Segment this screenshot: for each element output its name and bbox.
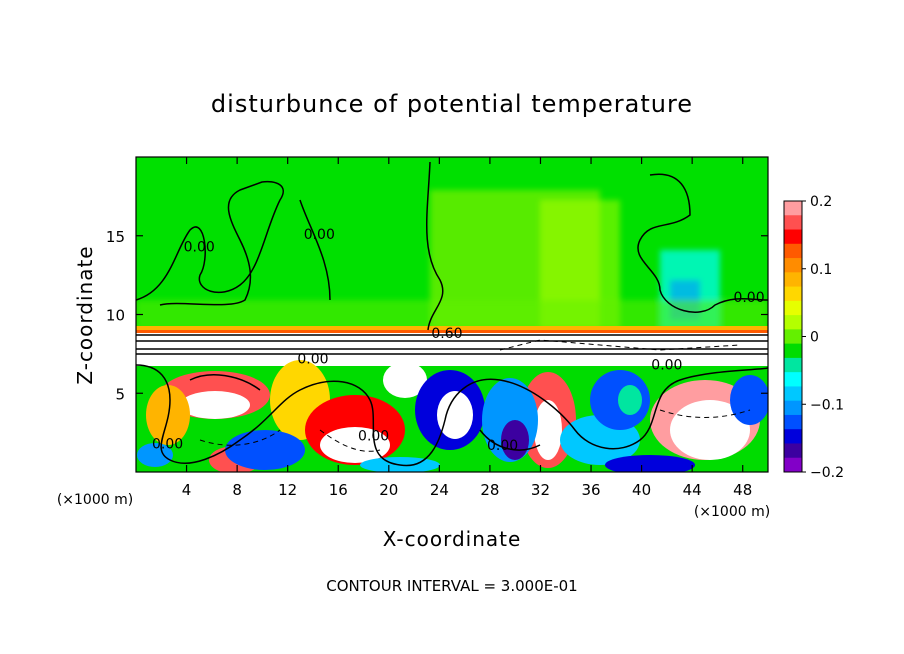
colorbar-swatch (784, 357, 802, 373)
colorbar-tick-label: −0.1 (810, 397, 844, 413)
stable-layer (136, 333, 768, 368)
contour-label: 0.60 (431, 326, 462, 342)
x-axis-ticks: 4 8 12 16 20 24 28 32 36 40 44 48 (182, 157, 752, 499)
y-tick-label: 15 (106, 228, 125, 246)
x-tick-label: 28 (480, 481, 499, 499)
colorbar-swatch (784, 414, 802, 430)
x-tick-label: 4 (182, 481, 192, 499)
chart-title: disturbunce of potential temperature (211, 90, 693, 118)
colorbar-swatch (784, 229, 802, 245)
colorbar-swatch (784, 372, 802, 387)
colorbar-swatch (784, 386, 802, 402)
contour-label: 0.00 (487, 438, 518, 454)
colorbar-swatch (784, 329, 802, 345)
colorbar-swatch (784, 201, 802, 216)
y-tick-label: 5 (115, 385, 125, 403)
z-unit-label: (×1000 m) (57, 492, 133, 508)
x-unit-label: (×1000 m) (694, 504, 770, 520)
upper-field-variations (136, 190, 768, 330)
contour-label: 0.00 (733, 290, 764, 306)
contour-label: 0.00 (304, 227, 335, 243)
x-tick-label: 16 (329, 481, 348, 499)
x-tick-label: 24 (430, 481, 449, 499)
colorbar: 0.2 0.1 0 −0.1 −0.2 (783, 194, 844, 481)
x-tick-label: 20 (379, 481, 398, 499)
colorbar-swatch (784, 272, 802, 288)
contour-labels: 0.00 0.00 0.60 0.00 0.00 0.00 0.00 0.00 0.00 (152, 227, 765, 454)
x-tick-label: 44 (683, 481, 702, 499)
colorbar-swatch (784, 215, 802, 231)
contour-lines-dashed (199, 339, 751, 452)
x-tick-label: 48 (733, 481, 752, 499)
y-axis-label: Z-coordinate (73, 245, 97, 384)
colorbar-swatch (784, 457, 802, 473)
y-tick-label: 10 (106, 307, 125, 325)
colorbar-tick-label: 0 (810, 330, 819, 346)
contour-label: 0.00 (152, 436, 183, 452)
colorbar-swatch (784, 429, 802, 444)
colorbar-tick-label: 0.2 (810, 194, 832, 210)
colorbar-swatch (784, 286, 802, 302)
x-tick-label: 8 (232, 481, 242, 499)
contour-lines (136, 161, 768, 467)
contour-interval-note: CONTOUR INTERVAL = 3.000E-01 (326, 577, 577, 595)
contour-label: 0.00 (184, 240, 215, 256)
colorbar-tick-label: −0.2 (810, 465, 844, 481)
x-tick-label: 32 (531, 481, 550, 499)
colorbar-swatch (784, 258, 802, 273)
colorbar-swatch (784, 315, 802, 330)
contour-label: 0.00 (651, 358, 682, 374)
colorbar-swatch (784, 343, 802, 359)
plot-area (136, 157, 768, 472)
colorbar-swatch (784, 243, 802, 259)
colorbar-swatch (784, 400, 802, 416)
lower-field-eddies (137, 360, 768, 472)
contour-label: 0.00 (358, 429, 389, 445)
y-axis-ticks: 5 10 15 (106, 228, 768, 403)
x-tick-label: 36 (581, 481, 600, 499)
x-tick-label: 12 (278, 481, 297, 499)
colorbar-tick-label: 0.1 (810, 262, 832, 278)
x-axis-label: X-coordinate (383, 527, 522, 551)
contour-label: 0.00 (297, 351, 328, 367)
x-tick-label: 40 (632, 481, 651, 499)
colorbar-swatch (784, 300, 802, 316)
colorbar-swatch (784, 443, 802, 459)
